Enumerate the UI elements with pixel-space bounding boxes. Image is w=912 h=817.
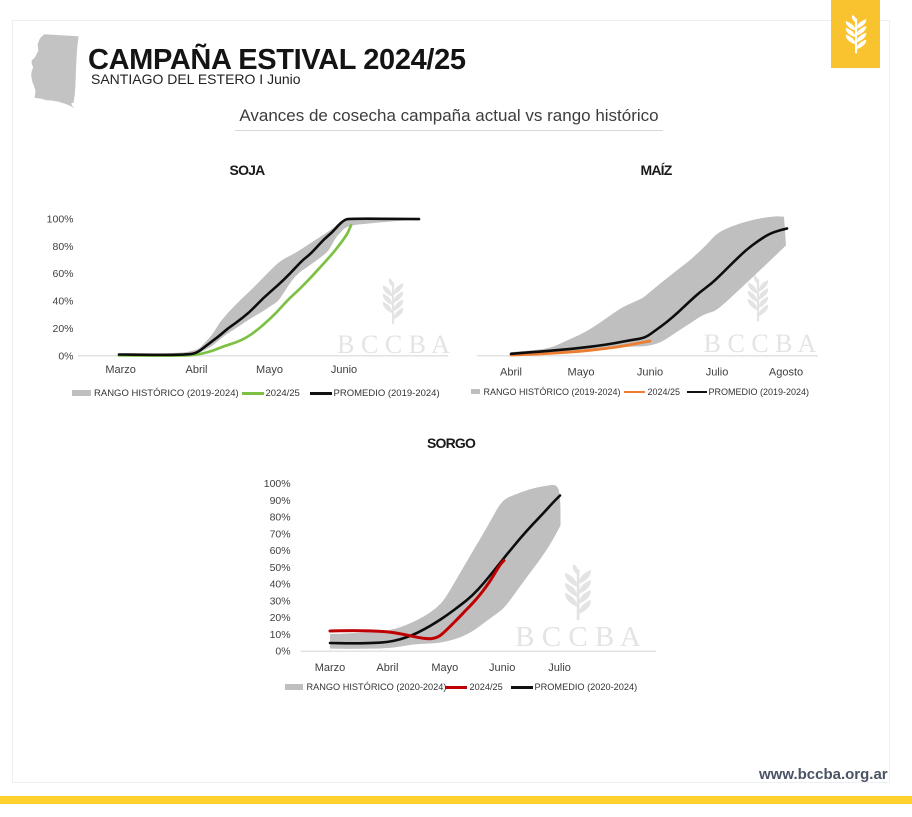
svg-text:Abril: Abril xyxy=(185,364,207,376)
svg-text:100%: 100% xyxy=(47,214,74,226)
svg-text:Abril: Abril xyxy=(376,662,398,674)
svg-text:50%: 50% xyxy=(270,562,291,574)
svg-text:70%: 70% xyxy=(270,528,291,540)
svg-text:40%: 40% xyxy=(270,579,291,591)
svg-text:Agosto: Agosto xyxy=(769,367,803,379)
svg-text:90%: 90% xyxy=(270,495,291,507)
svg-text:Abril: Abril xyxy=(500,367,522,379)
svg-text:30%: 30% xyxy=(270,595,291,607)
svg-text:Junio: Junio xyxy=(489,662,515,674)
svg-text:20%: 20% xyxy=(52,323,73,335)
svg-text:20%: 20% xyxy=(270,612,291,624)
svg-text:B C C B A: B C C B A xyxy=(704,329,817,358)
svg-text:Julio: Julio xyxy=(548,662,571,674)
svg-text:Mayo: Mayo xyxy=(431,662,458,674)
svg-text:60%: 60% xyxy=(270,545,291,557)
svg-text:Mayo: Mayo xyxy=(568,367,595,379)
svg-text:40%: 40% xyxy=(52,296,73,308)
svg-text:80%: 80% xyxy=(270,512,291,524)
svg-text:Junio: Junio xyxy=(331,364,357,376)
svg-text:60%: 60% xyxy=(52,268,73,280)
svg-text:B C C B A: B C C B A xyxy=(515,621,641,653)
svg-text:80%: 80% xyxy=(52,241,73,253)
svg-text:100%: 100% xyxy=(264,478,291,490)
svg-text:Junio: Junio xyxy=(637,367,663,379)
svg-text:Marzo: Marzo xyxy=(315,662,346,674)
svg-text:Mayo: Mayo xyxy=(256,364,283,376)
svg-text:0%: 0% xyxy=(58,350,73,362)
svg-text:Marzo: Marzo xyxy=(105,364,136,376)
svg-text:B C C B A: B C C B A xyxy=(337,330,450,359)
svg-text:Julio: Julio xyxy=(706,367,729,379)
svg-text:10%: 10% xyxy=(270,629,291,641)
svg-text:0%: 0% xyxy=(275,646,290,658)
